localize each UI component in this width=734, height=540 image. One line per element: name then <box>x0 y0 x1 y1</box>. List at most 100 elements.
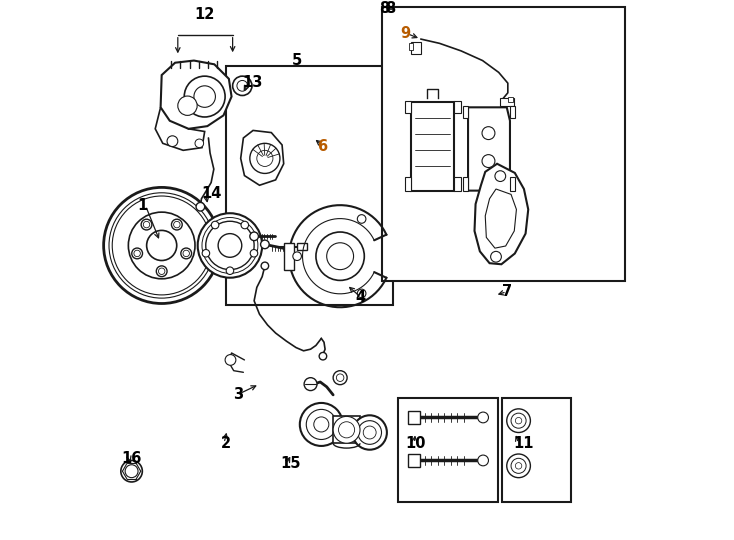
Circle shape <box>127 211 197 280</box>
Circle shape <box>225 355 236 366</box>
Text: 16: 16 <box>121 451 141 466</box>
Polygon shape <box>333 416 360 443</box>
Circle shape <box>183 250 189 256</box>
Polygon shape <box>454 101 460 113</box>
Circle shape <box>338 422 355 438</box>
Circle shape <box>181 248 192 259</box>
Polygon shape <box>411 102 454 191</box>
Circle shape <box>333 416 360 443</box>
Text: 1: 1 <box>137 198 148 213</box>
Text: 2: 2 <box>221 436 231 451</box>
Circle shape <box>515 417 522 424</box>
Text: 12: 12 <box>194 7 214 22</box>
Polygon shape <box>408 411 420 424</box>
Circle shape <box>495 171 506 181</box>
Circle shape <box>226 267 233 274</box>
Circle shape <box>261 240 269 249</box>
Circle shape <box>115 199 208 292</box>
Bar <box>411 42 421 54</box>
Circle shape <box>132 248 142 259</box>
Polygon shape <box>468 107 510 191</box>
Circle shape <box>316 232 364 280</box>
Circle shape <box>314 417 329 432</box>
Polygon shape <box>462 177 468 191</box>
Bar <box>508 97 513 103</box>
Polygon shape <box>474 164 528 264</box>
Text: 10: 10 <box>406 436 426 451</box>
Circle shape <box>147 231 177 260</box>
Text: 5: 5 <box>291 53 302 68</box>
Polygon shape <box>155 107 205 150</box>
Text: 4: 4 <box>355 289 366 305</box>
Circle shape <box>128 212 195 279</box>
Text: 3: 3 <box>233 387 243 402</box>
Bar <box>501 98 514 106</box>
Polygon shape <box>454 177 460 191</box>
Circle shape <box>358 421 382 444</box>
Circle shape <box>241 221 249 229</box>
Polygon shape <box>404 177 411 191</box>
Polygon shape <box>283 243 294 269</box>
Text: 14: 14 <box>201 186 222 201</box>
Polygon shape <box>462 106 468 118</box>
Circle shape <box>250 143 280 173</box>
Polygon shape <box>404 101 411 113</box>
Circle shape <box>490 251 501 262</box>
Circle shape <box>112 196 211 295</box>
Circle shape <box>357 215 366 223</box>
Bar <box>398 397 498 502</box>
Circle shape <box>478 412 488 423</box>
Circle shape <box>363 426 376 439</box>
Circle shape <box>218 234 241 257</box>
Circle shape <box>109 193 214 298</box>
Circle shape <box>304 377 317 390</box>
Circle shape <box>233 76 252 96</box>
Circle shape <box>134 250 140 256</box>
Circle shape <box>184 76 225 117</box>
Polygon shape <box>510 177 515 191</box>
Text: 6: 6 <box>318 139 327 154</box>
Circle shape <box>143 221 150 228</box>
Circle shape <box>478 455 488 466</box>
Circle shape <box>482 127 495 139</box>
Bar <box>297 244 307 250</box>
Polygon shape <box>228 230 250 261</box>
Text: 11: 11 <box>513 436 534 451</box>
Circle shape <box>194 86 215 107</box>
Circle shape <box>250 232 258 241</box>
Polygon shape <box>408 454 420 467</box>
Circle shape <box>117 201 206 289</box>
Circle shape <box>293 252 302 260</box>
Circle shape <box>327 243 354 269</box>
Circle shape <box>257 150 273 166</box>
Circle shape <box>357 289 366 298</box>
Circle shape <box>511 458 526 474</box>
Circle shape <box>511 413 526 428</box>
Circle shape <box>159 268 165 274</box>
Circle shape <box>196 202 205 211</box>
Text: 9: 9 <box>400 26 410 41</box>
Circle shape <box>103 187 219 303</box>
Circle shape <box>306 409 336 440</box>
Polygon shape <box>485 189 517 248</box>
Bar <box>226 66 393 305</box>
Polygon shape <box>161 60 231 129</box>
Circle shape <box>202 249 210 257</box>
Circle shape <box>125 465 138 478</box>
Circle shape <box>120 204 203 287</box>
Circle shape <box>352 415 387 450</box>
Circle shape <box>172 219 182 230</box>
Bar <box>382 7 625 281</box>
Circle shape <box>336 374 344 381</box>
Text: 8: 8 <box>385 2 395 16</box>
Circle shape <box>195 139 203 147</box>
Circle shape <box>506 409 531 433</box>
Bar <box>503 397 571 502</box>
Text: 7: 7 <box>503 284 512 299</box>
Circle shape <box>125 208 199 282</box>
Circle shape <box>261 262 269 269</box>
Circle shape <box>167 136 178 146</box>
Polygon shape <box>241 131 283 185</box>
Circle shape <box>123 206 201 285</box>
Circle shape <box>206 221 254 269</box>
